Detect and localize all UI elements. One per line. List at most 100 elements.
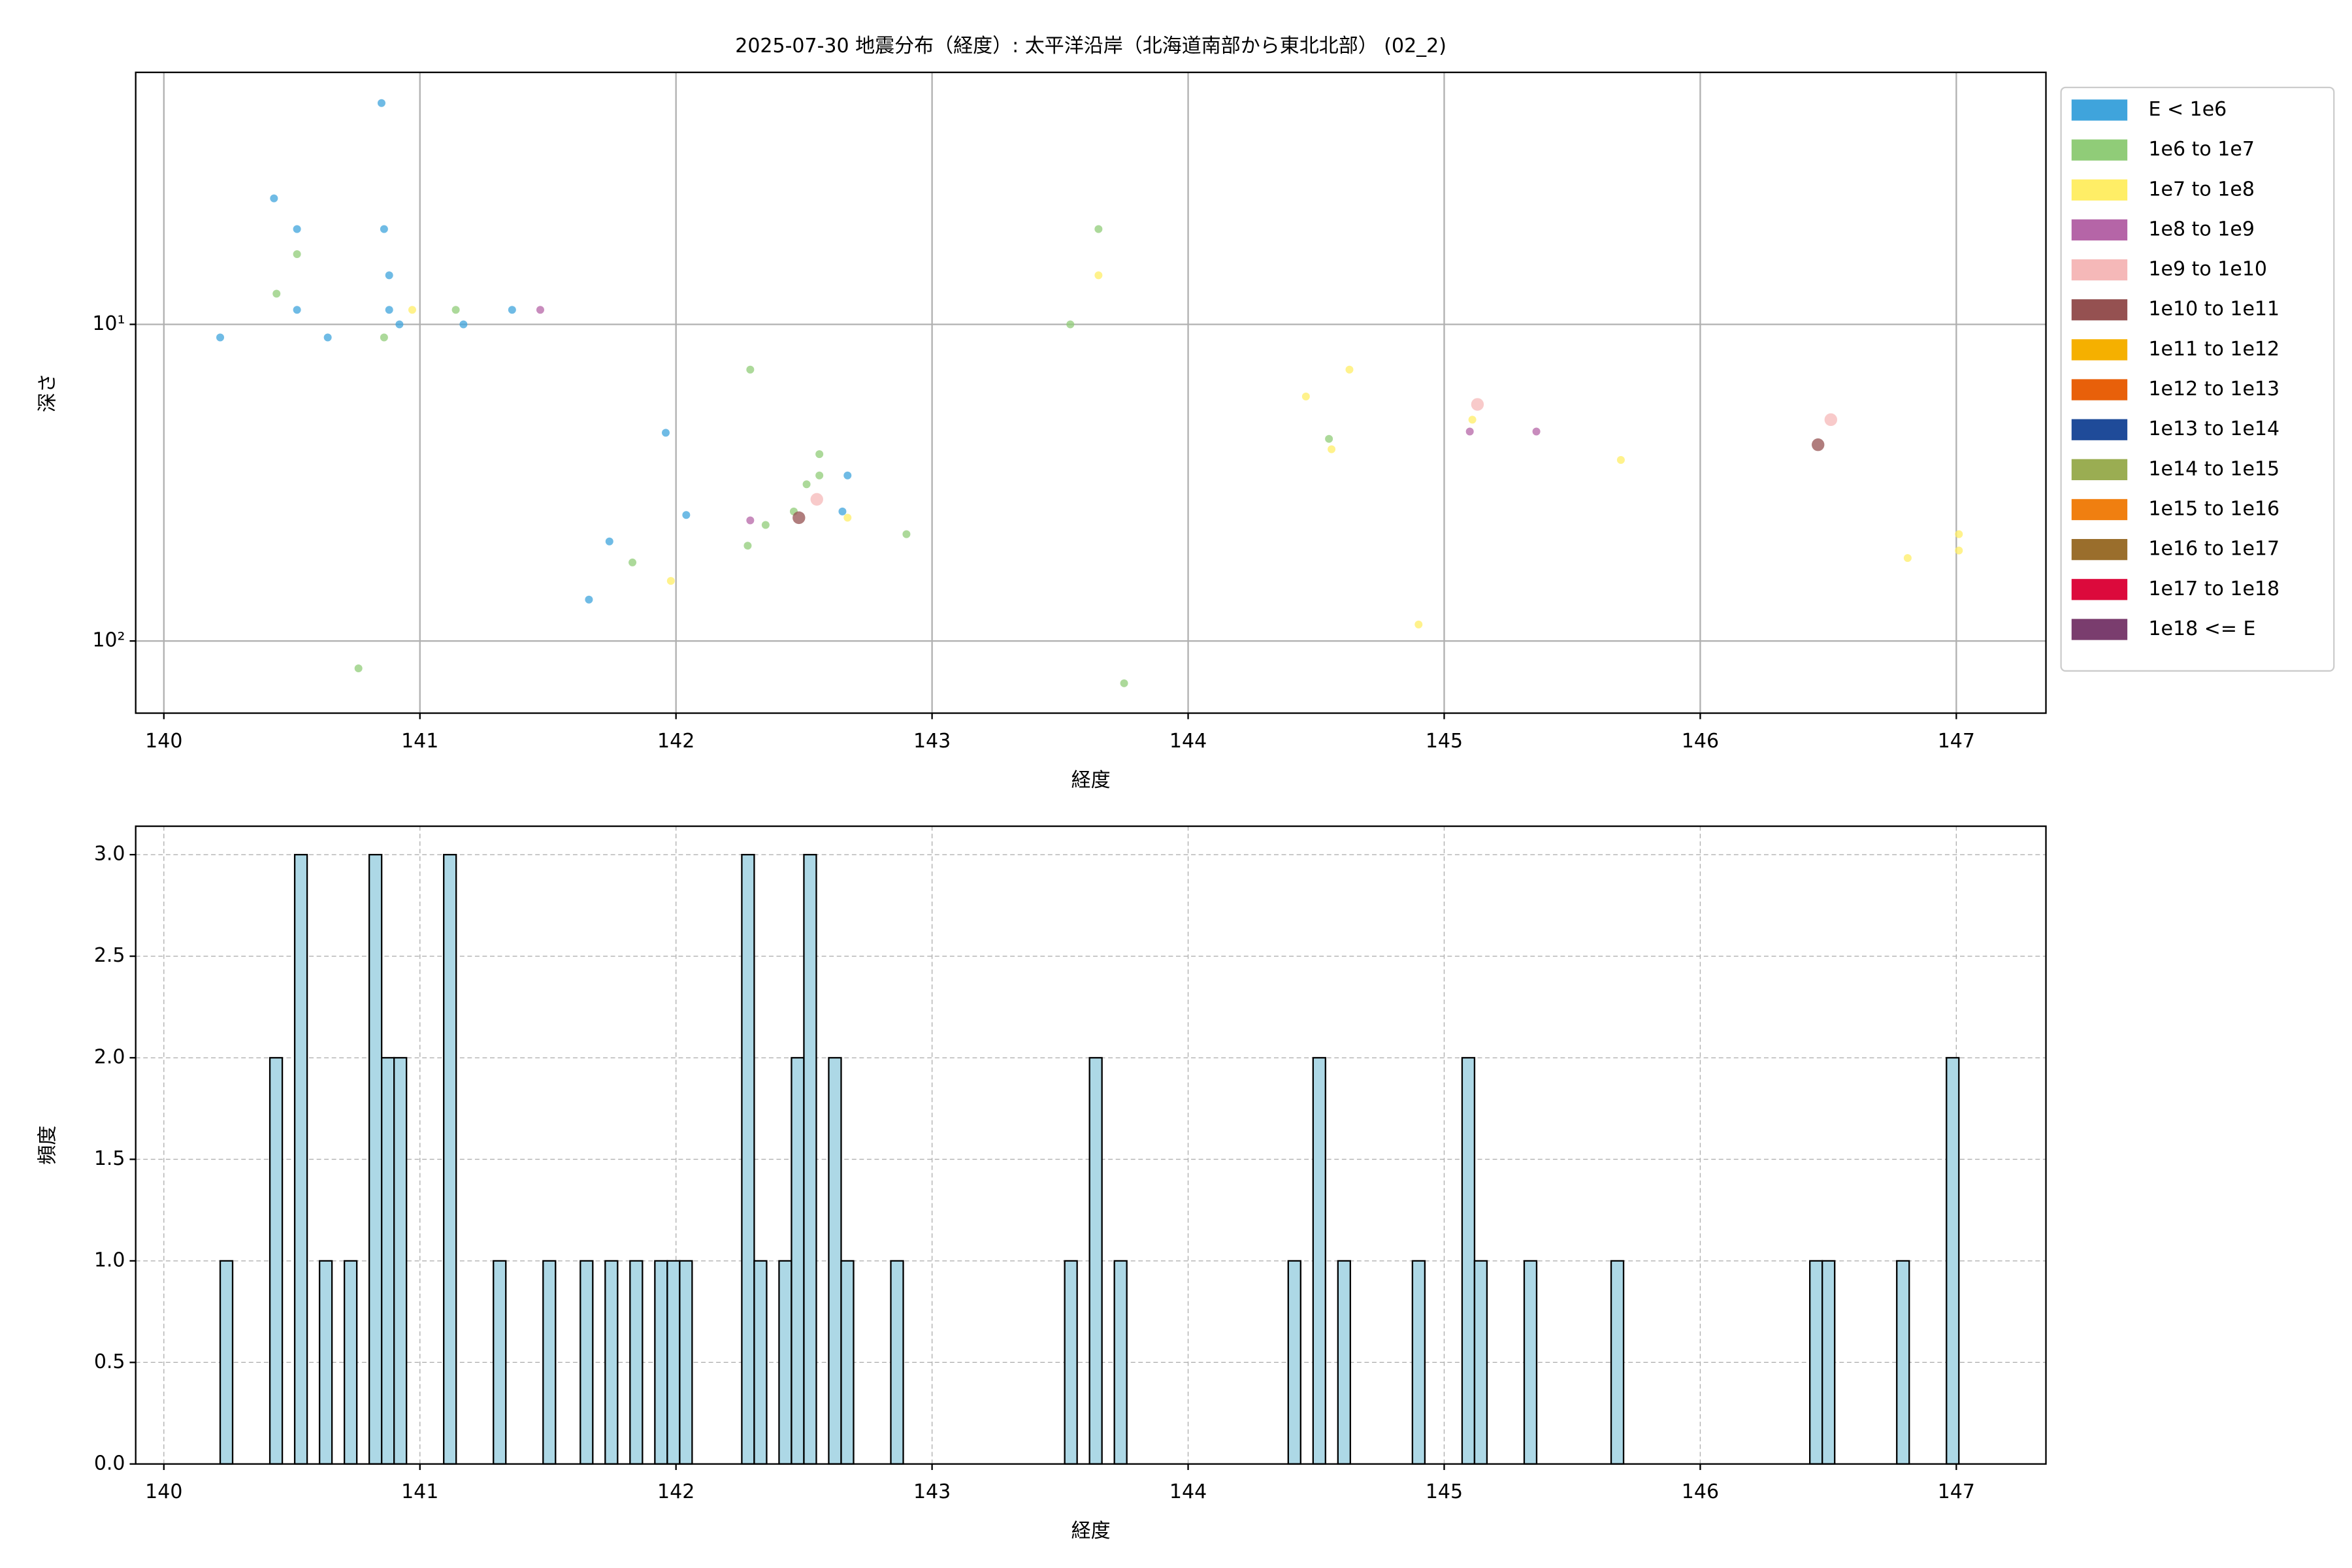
y-tick-label: 2.5 bbox=[94, 944, 125, 967]
x-tick-label: 141 bbox=[401, 1480, 438, 1503]
data-point bbox=[761, 521, 770, 529]
legend-label: 1e18 <= E bbox=[2148, 617, 2255, 640]
legend-swatch bbox=[2071, 299, 2128, 321]
bar bbox=[840, 1260, 855, 1465]
x-tick-label: 143 bbox=[913, 1480, 951, 1503]
bar bbox=[1113, 1260, 1128, 1465]
data-point bbox=[1903, 554, 1912, 563]
data-point bbox=[1955, 530, 1963, 538]
legend-label: 1e17 to 1e18 bbox=[2148, 578, 2279, 600]
data-point bbox=[1066, 320, 1075, 329]
data-point bbox=[1616, 455, 1625, 464]
legend-swatch bbox=[2071, 498, 2128, 521]
legend-swatch bbox=[2071, 619, 2128, 640]
data-point bbox=[377, 99, 385, 107]
legend-swatch bbox=[2071, 579, 2128, 600]
bar bbox=[393, 1056, 408, 1465]
bar bbox=[443, 853, 457, 1465]
data-point bbox=[1414, 620, 1423, 629]
bar bbox=[629, 1260, 644, 1465]
legend-swatch bbox=[2071, 139, 2128, 161]
bar bbox=[1946, 1056, 1960, 1465]
y-tick-label: 10² bbox=[92, 629, 125, 652]
legend-label: 1e13 to 1e14 bbox=[2148, 417, 2279, 440]
legend-swatch bbox=[2071, 339, 2128, 361]
data-point bbox=[792, 511, 806, 525]
legend-swatch bbox=[2071, 539, 2128, 561]
data-point bbox=[746, 516, 755, 525]
data-point bbox=[1532, 427, 1541, 436]
data-point bbox=[843, 514, 852, 522]
legend-swatch bbox=[2071, 99, 2128, 121]
bar bbox=[1411, 1260, 1426, 1465]
x-tick-label: 146 bbox=[1682, 730, 1719, 753]
data-point bbox=[216, 333, 225, 342]
bar bbox=[380, 1056, 395, 1465]
data-point bbox=[666, 577, 675, 585]
data-point bbox=[395, 320, 404, 329]
data-point bbox=[743, 542, 752, 550]
data-point bbox=[1328, 445, 1336, 453]
x-tick-label: 147 bbox=[1938, 730, 1975, 753]
bar bbox=[493, 1260, 507, 1465]
bar bbox=[1337, 1260, 1351, 1465]
data-point bbox=[354, 664, 363, 672]
bar bbox=[1809, 1260, 1823, 1465]
data-point bbox=[838, 507, 847, 515]
bar bbox=[1461, 1056, 1476, 1465]
bar bbox=[828, 1056, 842, 1465]
plot-frame bbox=[135, 71, 2047, 714]
bar bbox=[679, 1260, 693, 1465]
data-point bbox=[1120, 679, 1128, 687]
y-tick-label: 2.0 bbox=[94, 1046, 125, 1069]
bar bbox=[1523, 1260, 1538, 1465]
x-tick-label: 141 bbox=[401, 730, 438, 753]
data-point bbox=[802, 480, 811, 489]
bar bbox=[654, 1260, 668, 1465]
x-tick-label: 142 bbox=[657, 1480, 694, 1503]
bar bbox=[1287, 1260, 1301, 1465]
data-point bbox=[843, 471, 852, 480]
data-point bbox=[536, 306, 544, 314]
legend-label: 1e11 to 1e12 bbox=[2148, 338, 2279, 361]
data-point bbox=[1094, 271, 1103, 280]
bar bbox=[318, 1260, 333, 1465]
data-point bbox=[293, 250, 301, 258]
data-point bbox=[1955, 546, 1963, 555]
bar bbox=[1312, 1056, 1326, 1465]
data-point bbox=[380, 225, 388, 233]
bar bbox=[666, 1260, 681, 1465]
data-point bbox=[270, 194, 278, 203]
bar bbox=[753, 1260, 768, 1465]
bar bbox=[1064, 1260, 1078, 1465]
bar bbox=[778, 1260, 792, 1465]
legend-label: 1e6 to 1e7 bbox=[2148, 138, 2254, 161]
bar bbox=[1821, 1260, 1836, 1465]
data-point bbox=[902, 530, 911, 538]
bar bbox=[1896, 1260, 1910, 1465]
y-tick-label: 10¹ bbox=[92, 312, 125, 335]
x-tick-label: 145 bbox=[1426, 1480, 1463, 1503]
y-tick-label: 1.0 bbox=[94, 1249, 125, 1271]
data-point bbox=[815, 471, 824, 480]
data-point bbox=[1468, 416, 1477, 424]
legend-label: 1e10 to 1e11 bbox=[2148, 298, 2279, 321]
bar bbox=[343, 1260, 358, 1465]
data-point bbox=[272, 289, 281, 298]
bar bbox=[542, 1260, 557, 1465]
data-point bbox=[385, 306, 393, 314]
data-point bbox=[380, 333, 388, 342]
y-axis-label: 頻度 bbox=[36, 1126, 59, 1165]
bar bbox=[1473, 1260, 1488, 1465]
plot-frame bbox=[135, 825, 2047, 1465]
legend-label: E < 1e6 bbox=[2148, 98, 2227, 121]
x-tick-label: 145 bbox=[1426, 730, 1463, 753]
legend-swatch bbox=[2071, 179, 2128, 201]
bar bbox=[1088, 1056, 1103, 1465]
data-point bbox=[1301, 392, 1310, 400]
bar bbox=[293, 853, 308, 1465]
data-point bbox=[746, 365, 755, 374]
bar bbox=[791, 1056, 805, 1465]
data-point bbox=[293, 306, 301, 314]
